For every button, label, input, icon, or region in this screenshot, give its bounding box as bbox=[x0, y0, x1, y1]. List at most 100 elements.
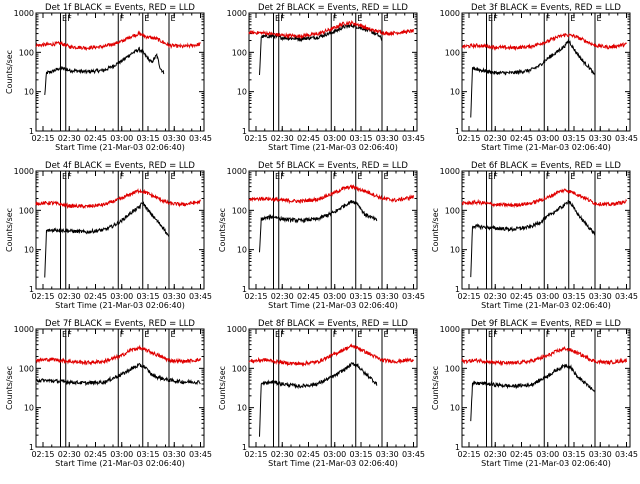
x-tick-label: 02:15 bbox=[244, 292, 267, 301]
y-tick-label: 1 bbox=[455, 127, 460, 136]
x-tick-label: 03:30 bbox=[589, 450, 612, 459]
x-axis-label: Start Time (21-Mar-03 02:06:40) bbox=[481, 143, 611, 152]
x-tick-label: 03:15 bbox=[349, 292, 372, 301]
x-tick-label: 03:45 bbox=[189, 134, 212, 143]
y-tick-label: 10 bbox=[237, 246, 247, 255]
event-marker-label: E bbox=[570, 172, 575, 181]
x-tick-label: 02:45 bbox=[297, 450, 320, 459]
x-tick-label: 03:30 bbox=[376, 292, 399, 301]
event-marker-label: E bbox=[597, 14, 602, 23]
x-tick-label: 03:45 bbox=[402, 450, 425, 459]
event-marker-label: E bbox=[384, 14, 389, 23]
events-series-line bbox=[470, 199, 596, 278]
events-series-line bbox=[259, 361, 378, 437]
event-marker-label: F bbox=[280, 172, 285, 181]
lld-series-line bbox=[461, 32, 627, 52]
x-tick-label: 02:45 bbox=[297, 292, 320, 301]
event-marker-label: F bbox=[493, 14, 498, 23]
event-marker-label: E bbox=[357, 172, 362, 181]
panel-title: Det 9f BLACK = Events, RED = LLD bbox=[471, 319, 621, 329]
event-marker-label: F bbox=[120, 330, 125, 339]
x-tick-label: 02:30 bbox=[271, 292, 294, 301]
x-tick-label: 03:15 bbox=[136, 450, 159, 459]
y-tick-label: 1000 bbox=[227, 9, 247, 18]
panel-title: Det 5f BLACK = Events, RED = LLD bbox=[258, 161, 408, 171]
event-marker-label: E bbox=[570, 330, 575, 339]
y-tick-label: 100 bbox=[19, 206, 34, 215]
x-tick-label: 02:30 bbox=[271, 450, 294, 459]
x-axis-label: Start Time (21-Mar-03 02:06:40) bbox=[55, 143, 185, 152]
x-tick-label: 02:15 bbox=[457, 134, 480, 143]
panel-2: Det 2f BLACK = Events, RED = LLD 1 10 100 10… bbox=[227, 3, 425, 152]
panel-8: Det 8f BLACK = Events, RED = LLD 1 10 100 10… bbox=[218, 319, 425, 468]
x-tick-label: 03:15 bbox=[136, 292, 159, 301]
x-tick-label: 03:15 bbox=[562, 134, 585, 143]
x-tick-label: 03:00 bbox=[536, 292, 559, 301]
y-tick-label: 1000 bbox=[440, 9, 460, 18]
x-tick-label: 03:45 bbox=[615, 134, 638, 143]
x-axis-label: Start Time (21-Mar-03 02:06:40) bbox=[481, 459, 611, 468]
y-tick-label: 10 bbox=[237, 404, 247, 413]
event-marker-label: F bbox=[333, 330, 338, 339]
x-tick-label: 03:45 bbox=[615, 292, 638, 301]
x-tick-label: 03:00 bbox=[536, 134, 559, 143]
x-tick-label: 03:00 bbox=[323, 134, 346, 143]
x-tick-label: 02:15 bbox=[244, 450, 267, 459]
x-tick-label: 03:00 bbox=[110, 450, 133, 459]
panel-7: Det 7f BLACK = Events, RED = LLD 1 10 100 10… bbox=[5, 319, 212, 468]
y-tick-label: 1 bbox=[242, 285, 247, 294]
y-tick-label: 10 bbox=[450, 88, 460, 97]
x-tick-label: 02:45 bbox=[84, 292, 107, 301]
x-tick-label: 03:30 bbox=[376, 450, 399, 459]
lld-series-line bbox=[35, 187, 201, 210]
x-tick-label: 03:15 bbox=[349, 450, 372, 459]
x-tick-label: 02:45 bbox=[510, 450, 533, 459]
axes-frame bbox=[461, 170, 631, 290]
event-marker-label: E bbox=[62, 172, 67, 181]
x-tick-label: 02:45 bbox=[84, 450, 107, 459]
y-tick-label: 100 bbox=[232, 364, 247, 373]
event-marker-label: E bbox=[144, 172, 149, 181]
y-tick-label: 1 bbox=[29, 443, 34, 452]
y-tick-label: 10 bbox=[24, 404, 34, 413]
panel-title: Det 3f BLACK = Events, RED = LLD bbox=[471, 3, 621, 13]
axes-frame bbox=[461, 328, 631, 448]
y-tick-label: 100 bbox=[232, 206, 247, 215]
event-marker-label: E bbox=[570, 14, 575, 23]
events-series-line bbox=[470, 39, 596, 118]
event-marker-label: E bbox=[275, 14, 280, 23]
y-axis-label: Counts/sec bbox=[5, 50, 14, 94]
event-marker-label: F bbox=[546, 172, 551, 181]
event-marker-label: E bbox=[275, 172, 280, 181]
event-marker-label: F bbox=[546, 330, 551, 339]
x-tick-label: 03:45 bbox=[189, 292, 212, 301]
event-marker-label: E bbox=[384, 172, 389, 181]
lld-series-line bbox=[461, 345, 627, 367]
y-axis-label: Counts/sec bbox=[431, 208, 440, 252]
y-tick-label: 10 bbox=[450, 404, 460, 413]
lld-series-line bbox=[248, 19, 414, 40]
event-marker-label: F bbox=[67, 172, 72, 181]
x-tick-label: 03:00 bbox=[536, 450, 559, 459]
lld-series-line bbox=[248, 343, 414, 367]
axes-frame bbox=[35, 12, 205, 132]
x-tick-label: 03:15 bbox=[562, 450, 585, 459]
event-marker-label: F bbox=[333, 14, 338, 23]
y-axis-label: Counts/sec bbox=[5, 366, 14, 410]
y-tick-label: 1 bbox=[242, 443, 247, 452]
x-tick-label: 02:30 bbox=[484, 134, 507, 143]
y-tick-label: 10 bbox=[24, 88, 34, 97]
axes-frame bbox=[248, 170, 418, 290]
event-marker-label: E bbox=[357, 14, 362, 23]
lld-series-line bbox=[248, 184, 414, 205]
x-axis-label: Start Time (21-Mar-03 02:06:40) bbox=[481, 301, 611, 310]
event-marker-label: E bbox=[144, 330, 149, 339]
x-tick-label: 02:15 bbox=[31, 134, 54, 143]
panel-6: Det 6f BLACK = Events, RED = LLD 1 10 100 10… bbox=[431, 161, 638, 310]
event-marker-label: E bbox=[597, 330, 602, 339]
events-series-line bbox=[470, 363, 596, 422]
y-tick-label: 10 bbox=[24, 246, 34, 255]
x-tick-label: 02:15 bbox=[457, 292, 480, 301]
y-tick-label: 1 bbox=[455, 443, 460, 452]
lld-series-line bbox=[35, 30, 201, 52]
